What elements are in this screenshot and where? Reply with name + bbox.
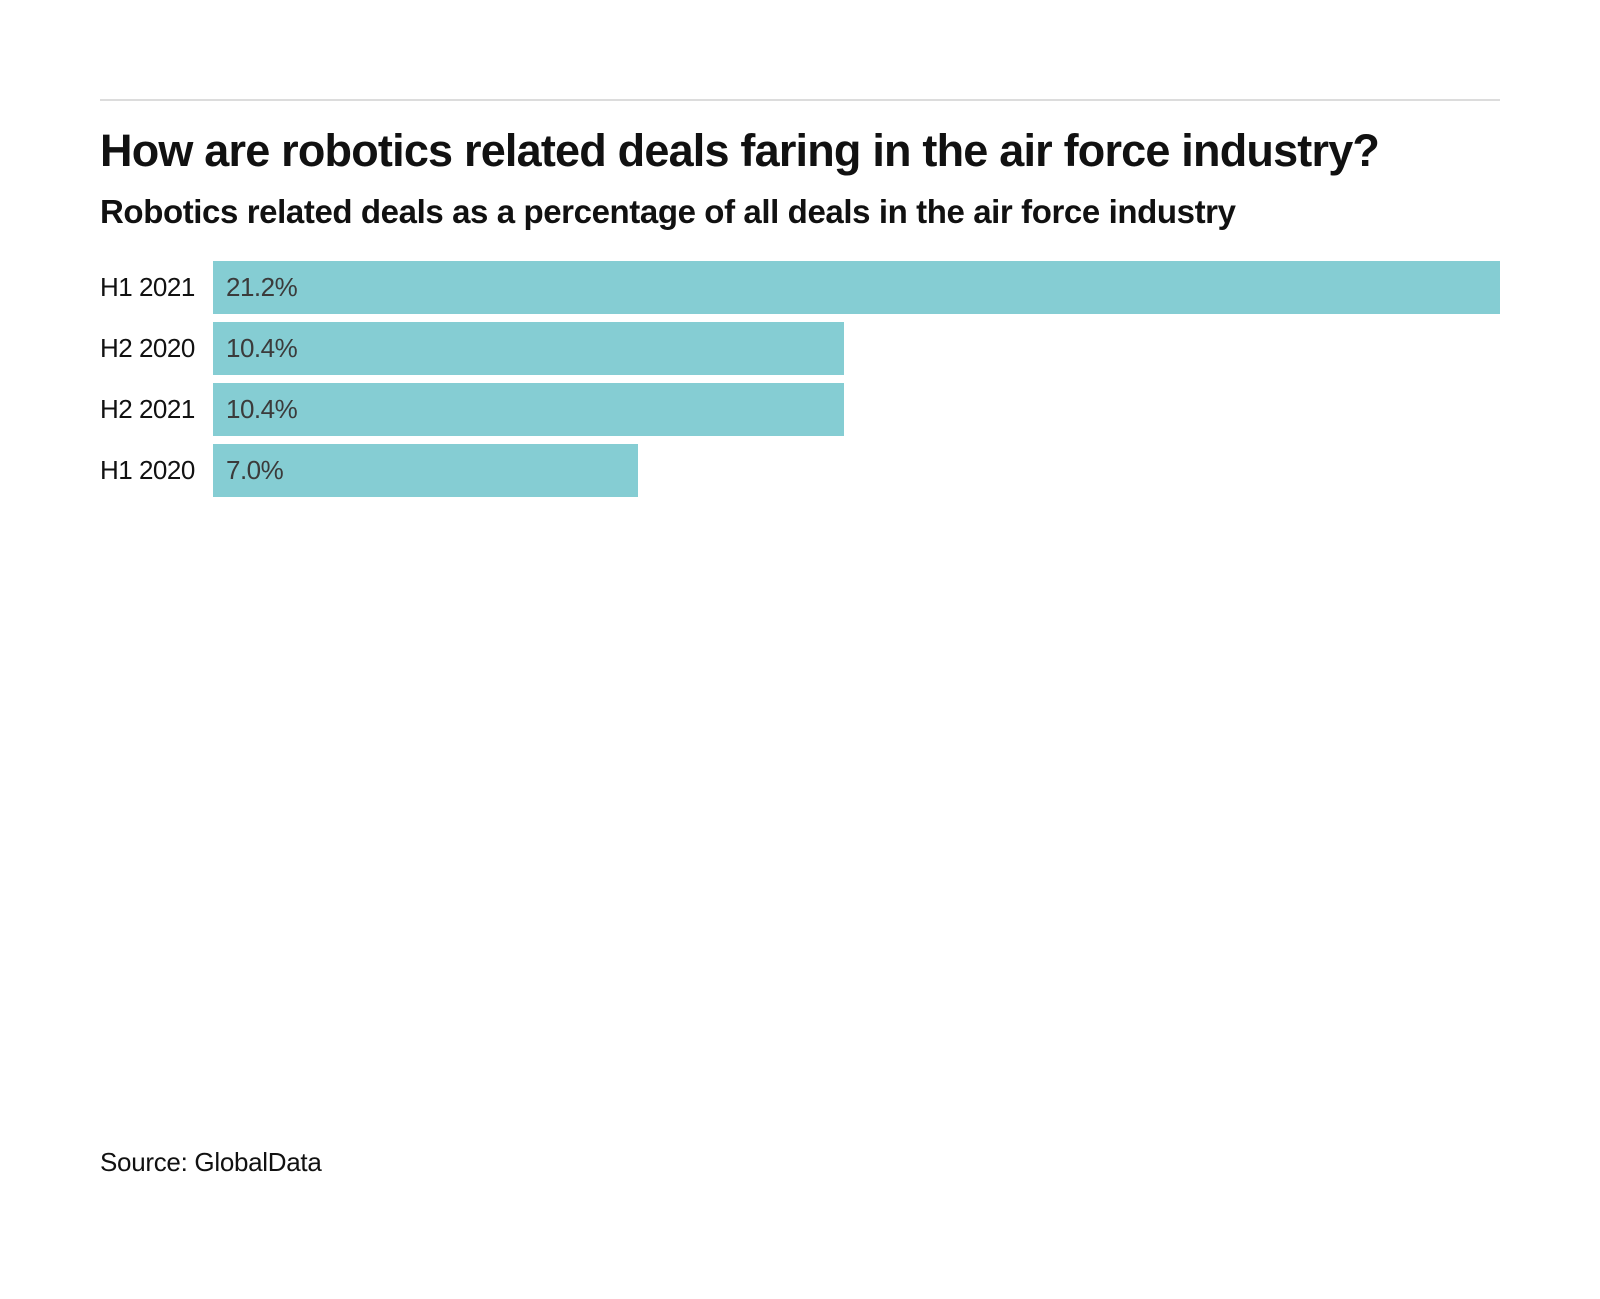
chart-page: How are robotics related deals faring in…	[0, 99, 1600, 1299]
chart-row: H2 2021 10.4%	[100, 383, 1500, 436]
bar: 10.4%	[213, 383, 845, 436]
chart-row: H2 2020 10.4%	[100, 322, 1500, 375]
page-title: How are robotics related deals faring in…	[100, 125, 1380, 176]
category-label: H2 2021	[100, 394, 195, 424]
bar-track: 7.0%	[213, 444, 1500, 497]
bar: 21.2%	[213, 261, 1500, 314]
bar-value-label: 21.2%	[226, 272, 298, 302]
chart-row: H1 2020 7.0%	[100, 444, 1500, 497]
source-label: Source: GlobalData	[100, 1147, 322, 1177]
category-label: H1 2020	[100, 455, 195, 485]
bar: 10.4%	[213, 322, 845, 375]
bar-track: 21.2%	[213, 261, 1500, 314]
bar-value-label: 7.0%	[226, 455, 284, 485]
category-label: H1 2021	[100, 272, 195, 302]
bar-value-label: 10.4%	[226, 394, 298, 424]
chart-row: H1 2021 21.2%	[100, 261, 1500, 314]
category-label: H2 2020	[100, 333, 195, 363]
bar: 7.0%	[213, 444, 638, 497]
bar-track: 10.4%	[213, 322, 1500, 375]
bar-value-label: 10.4%	[226, 333, 298, 363]
top-divider	[100, 99, 1500, 101]
bar-chart: H1 2021 21.2% H2 2020 10.4% H2 2021 10.4% H1 2…	[100, 261, 1500, 497]
chart-subtitle: Robotics related deals as a percentage o…	[100, 193, 1236, 230]
bar-track: 10.4%	[213, 383, 1500, 436]
